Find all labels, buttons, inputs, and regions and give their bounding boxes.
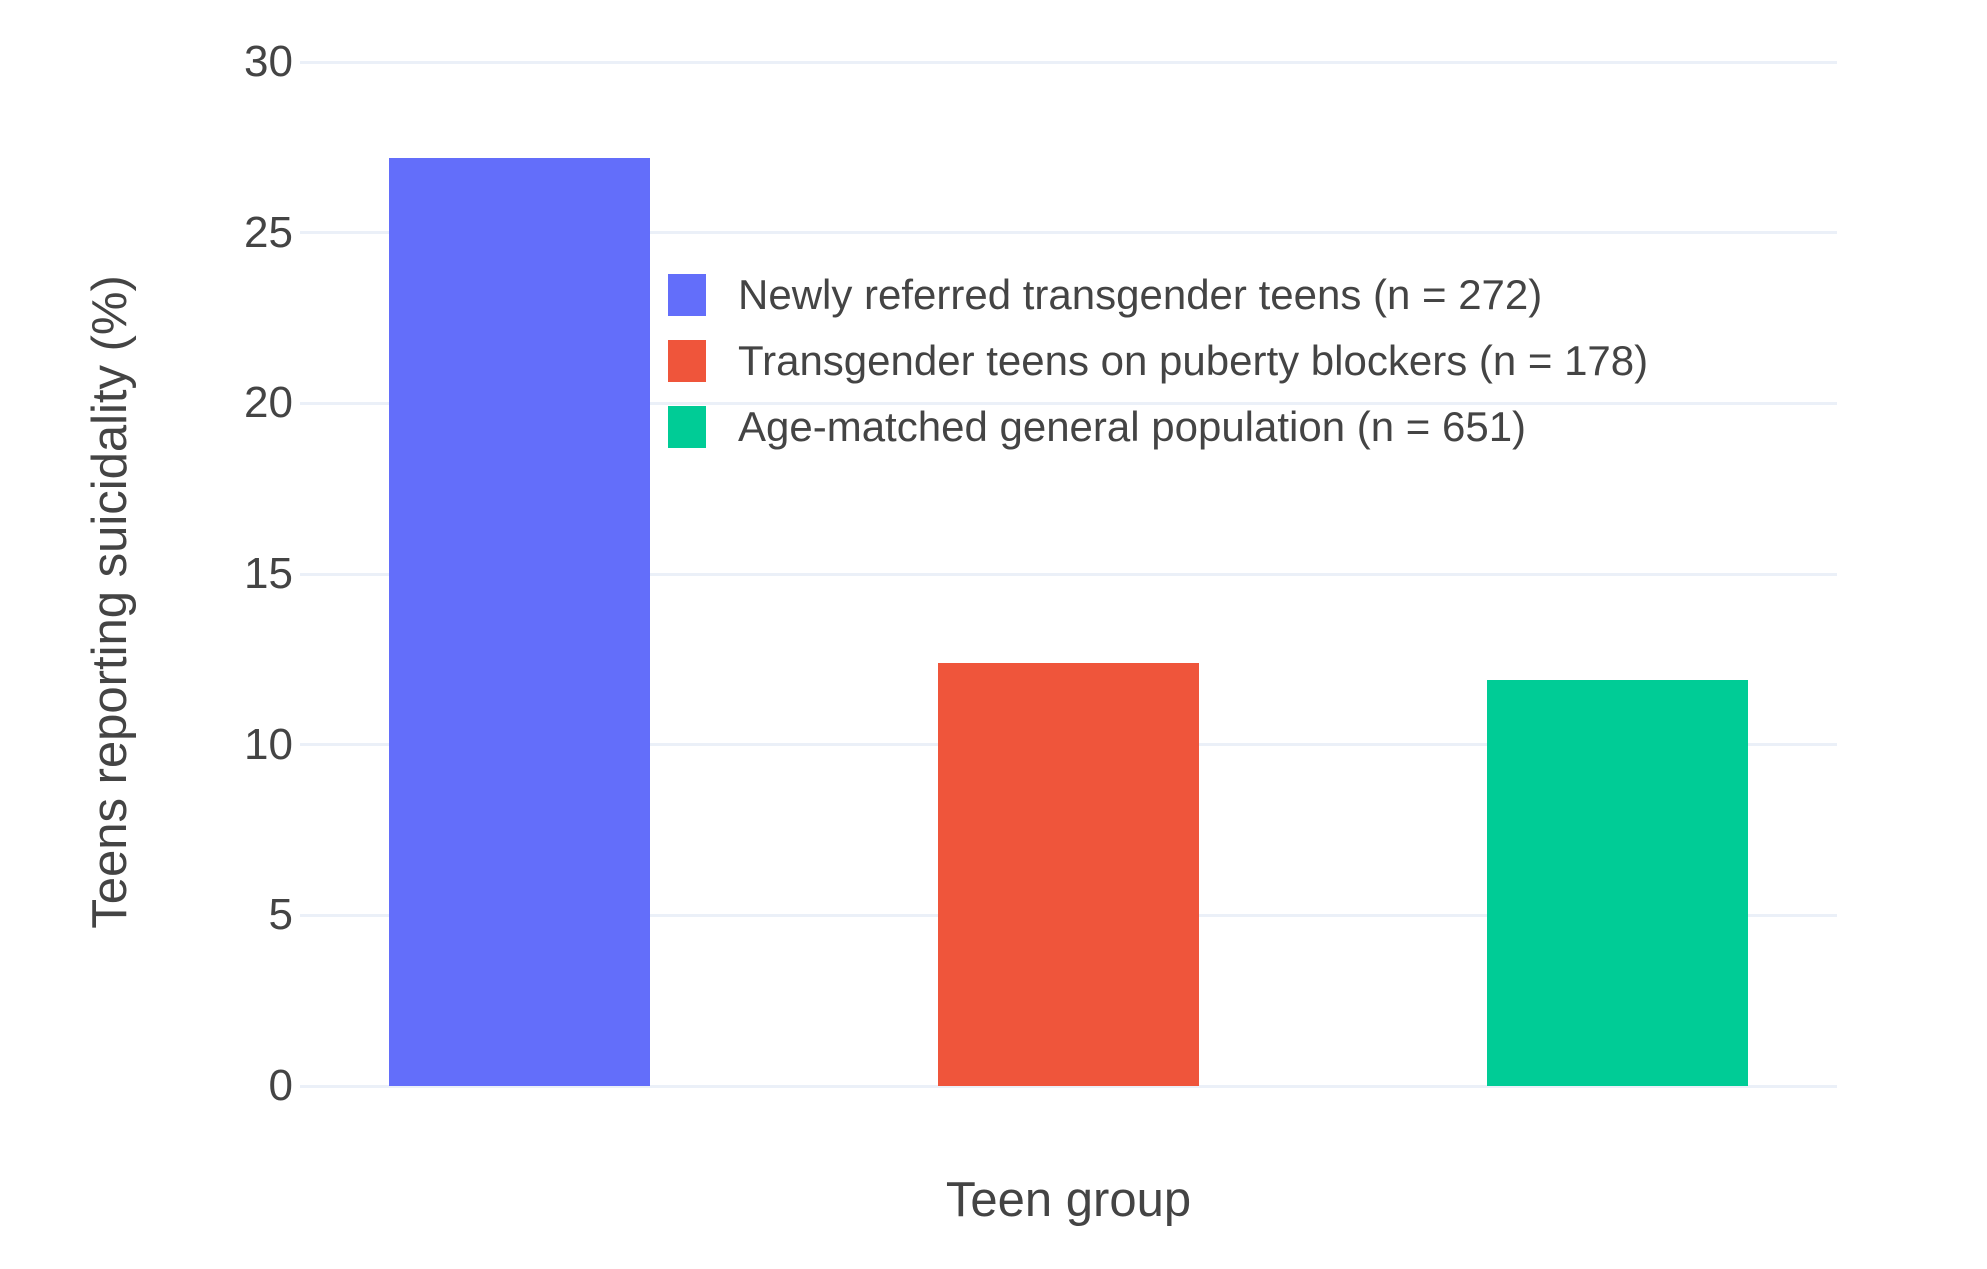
y-tick-30: 30 xyxy=(244,37,293,86)
gridline-0 xyxy=(300,1084,1837,1088)
legend-label: Newly referred transgender teens (n = 27… xyxy=(738,271,1543,318)
legend-swatch-icon xyxy=(668,406,706,448)
x-axis-title: Teen group xyxy=(945,1173,1192,1227)
legend-label: Transgender teens on puberty blockers (n… xyxy=(738,337,1649,384)
y-tick-5: 5 xyxy=(268,890,293,940)
y-tick-20: 20 xyxy=(244,378,293,428)
y-axis-title: Teens reporting suicidality (%) xyxy=(82,0,138,929)
bar-2[interactable] xyxy=(938,662,1199,1086)
y-tick-25: 25 xyxy=(244,207,293,257)
y-tick-0: 0 xyxy=(268,1061,293,1110)
y-tick-15: 15 xyxy=(244,549,293,598)
y-axis-title-text: Teens reporting suicidality (%) xyxy=(83,275,137,929)
bar-3[interactable] xyxy=(1487,679,1748,1086)
bar-1[interactable] xyxy=(389,157,650,1086)
legend-label: Age-matched general population (n = 651) xyxy=(738,403,1527,450)
gridline-30 xyxy=(300,60,1837,64)
legend: Newly referred transgender teens (n = 27… xyxy=(668,262,1648,460)
legend-swatch-icon xyxy=(668,274,706,316)
legend-item-3[interactable]: Age-matched general population (n = 651) xyxy=(668,394,1648,460)
y-tick-10: 10 xyxy=(244,719,293,769)
gridline-20 xyxy=(300,401,1837,405)
legend-swatch-icon xyxy=(668,340,706,382)
gridline-15 xyxy=(300,572,1837,576)
legend-item-2[interactable]: Transgender teens on puberty blockers (n… xyxy=(668,328,1648,394)
legend-item-1[interactable]: Newly referred transgender teens (n = 27… xyxy=(668,262,1648,328)
gridline-25 xyxy=(300,231,1837,235)
